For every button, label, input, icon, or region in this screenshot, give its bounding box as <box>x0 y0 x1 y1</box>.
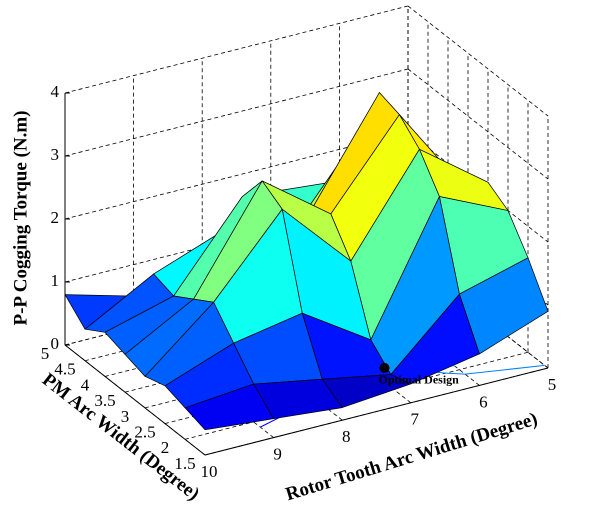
x-tick-label: 10 <box>201 462 218 481</box>
x-tick-label: 5 <box>548 375 557 394</box>
grid-line <box>64 68 409 157</box>
z-tick-label: 3 <box>51 145 60 164</box>
y-tick-label: 5 <box>41 344 50 363</box>
contour-line <box>465 364 545 375</box>
y-tick-label: 3 <box>121 407 130 426</box>
axis-line <box>64 344 206 456</box>
axis-line <box>204 367 549 456</box>
grid-line <box>64 5 409 94</box>
z-tick-label: 4 <box>51 82 60 101</box>
grid-line <box>407 68 549 180</box>
annotation-label: Optimal Design <box>379 373 460 387</box>
grid-line <box>407 5 549 117</box>
y-tick-label: 3.5 <box>94 391 115 410</box>
y-tick-label: 2.5 <box>134 422 155 441</box>
z-tick-label: 2 <box>51 208 60 227</box>
x-tick-label: 7 <box>411 410 420 429</box>
x-tick-label: 6 <box>479 392 488 411</box>
surface <box>64 92 549 431</box>
y-tick-label: 2 <box>161 438 170 457</box>
contour-line <box>445 372 466 375</box>
optimal-point <box>379 362 390 373</box>
z-axis-label: P-P Cogging Torque (N.m) <box>10 110 31 325</box>
z-tick-label: 0 <box>51 334 60 353</box>
x-tick-label: 8 <box>342 427 351 446</box>
z-tick-label: 1 <box>51 271 60 290</box>
surface-patch <box>184 383 274 431</box>
y-tick-label: 1.5 <box>174 454 195 473</box>
x-tick-label: 9 <box>273 445 282 464</box>
y-tick-label: 4 <box>81 375 90 394</box>
y-tick-label: 4.5 <box>54 360 75 379</box>
